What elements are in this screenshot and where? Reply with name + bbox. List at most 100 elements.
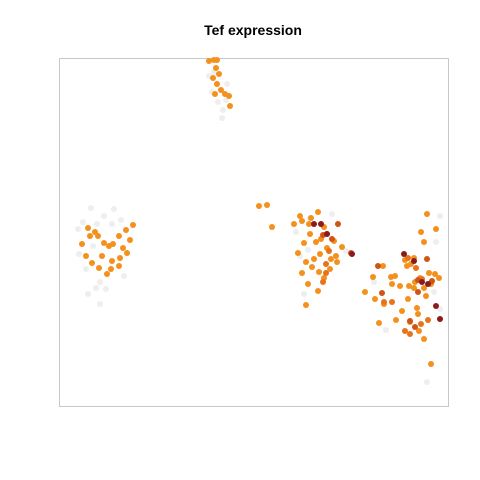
data-point xyxy=(324,231,330,237)
data-point xyxy=(215,99,221,105)
data-point xyxy=(307,231,313,237)
data-point xyxy=(264,202,270,208)
data-point xyxy=(313,239,319,245)
data-point xyxy=(343,248,349,254)
data-point xyxy=(405,296,411,302)
data-point xyxy=(425,281,431,287)
data-point xyxy=(213,65,219,71)
data-point xyxy=(227,103,233,109)
data-point xyxy=(96,265,102,271)
data-point xyxy=(101,240,107,246)
data-point xyxy=(293,229,299,235)
data-point xyxy=(216,71,222,77)
data-point xyxy=(411,258,417,264)
data-point xyxy=(328,256,334,262)
data-point xyxy=(323,270,329,276)
data-point xyxy=(309,264,315,270)
data-point xyxy=(99,253,105,259)
data-point xyxy=(424,379,430,385)
data-point xyxy=(89,260,95,266)
data-point xyxy=(406,283,412,289)
data-point xyxy=(101,213,107,219)
data-point xyxy=(329,211,335,217)
data-point xyxy=(433,303,439,309)
data-point xyxy=(315,288,321,294)
data-point xyxy=(376,320,382,326)
data-point xyxy=(380,263,386,269)
data-point xyxy=(305,247,311,253)
data-point xyxy=(130,222,136,228)
data-point xyxy=(433,239,439,245)
data-point xyxy=(226,93,232,99)
data-point xyxy=(419,279,425,285)
data-point xyxy=(295,250,301,256)
data-point xyxy=(301,291,307,297)
data-point xyxy=(381,299,387,305)
data-point xyxy=(109,221,115,227)
data-point xyxy=(389,281,395,287)
data-point xyxy=(93,285,99,291)
data-point xyxy=(318,221,324,227)
data-point xyxy=(83,266,89,272)
data-point xyxy=(219,115,225,121)
data-point xyxy=(423,293,429,299)
data-point xyxy=(90,243,96,249)
data-point xyxy=(389,299,395,305)
data-point xyxy=(83,253,89,259)
data-point xyxy=(375,263,381,269)
data-point xyxy=(327,266,333,272)
data-point xyxy=(212,91,218,97)
data-point xyxy=(421,336,427,342)
data-point xyxy=(317,251,323,257)
data-point xyxy=(333,253,339,259)
data-point xyxy=(425,317,431,323)
data-point xyxy=(218,87,224,93)
data-point xyxy=(311,221,317,227)
data-point xyxy=(299,218,305,224)
data-point xyxy=(402,328,408,334)
data-point xyxy=(305,281,311,287)
data-point xyxy=(362,289,368,295)
data-point xyxy=(418,229,424,235)
data-point xyxy=(388,274,394,280)
data-point xyxy=(109,258,115,264)
data-point xyxy=(414,305,420,311)
data-point xyxy=(424,211,430,217)
data-point xyxy=(97,301,103,307)
data-point xyxy=(413,265,419,271)
data-point xyxy=(418,321,424,327)
data-point xyxy=(428,361,434,367)
data-point xyxy=(401,251,407,257)
data-point xyxy=(372,296,378,302)
data-point xyxy=(405,255,411,261)
data-point xyxy=(118,217,124,223)
data-point xyxy=(370,274,376,280)
data-point xyxy=(335,221,341,227)
data-point xyxy=(95,233,101,239)
data-point xyxy=(436,275,442,281)
data-point xyxy=(416,328,422,334)
data-point xyxy=(80,219,86,225)
data-point xyxy=(269,224,275,230)
data-point xyxy=(224,81,230,87)
data-point xyxy=(76,251,82,257)
data-point xyxy=(110,241,116,247)
data-point xyxy=(306,221,312,227)
data-point xyxy=(111,206,117,212)
data-point xyxy=(339,244,345,250)
data-point xyxy=(315,209,321,215)
data-point xyxy=(79,241,85,247)
data-point xyxy=(301,240,307,246)
data-point xyxy=(303,259,309,265)
data-point xyxy=(415,289,421,295)
data-point xyxy=(383,327,389,333)
data-points xyxy=(75,57,443,385)
data-point xyxy=(256,203,262,209)
data-point xyxy=(75,226,81,232)
data-point xyxy=(87,233,93,239)
data-point xyxy=(85,291,91,297)
data-point xyxy=(421,285,427,291)
data-point xyxy=(214,57,220,63)
data-point xyxy=(316,269,322,275)
